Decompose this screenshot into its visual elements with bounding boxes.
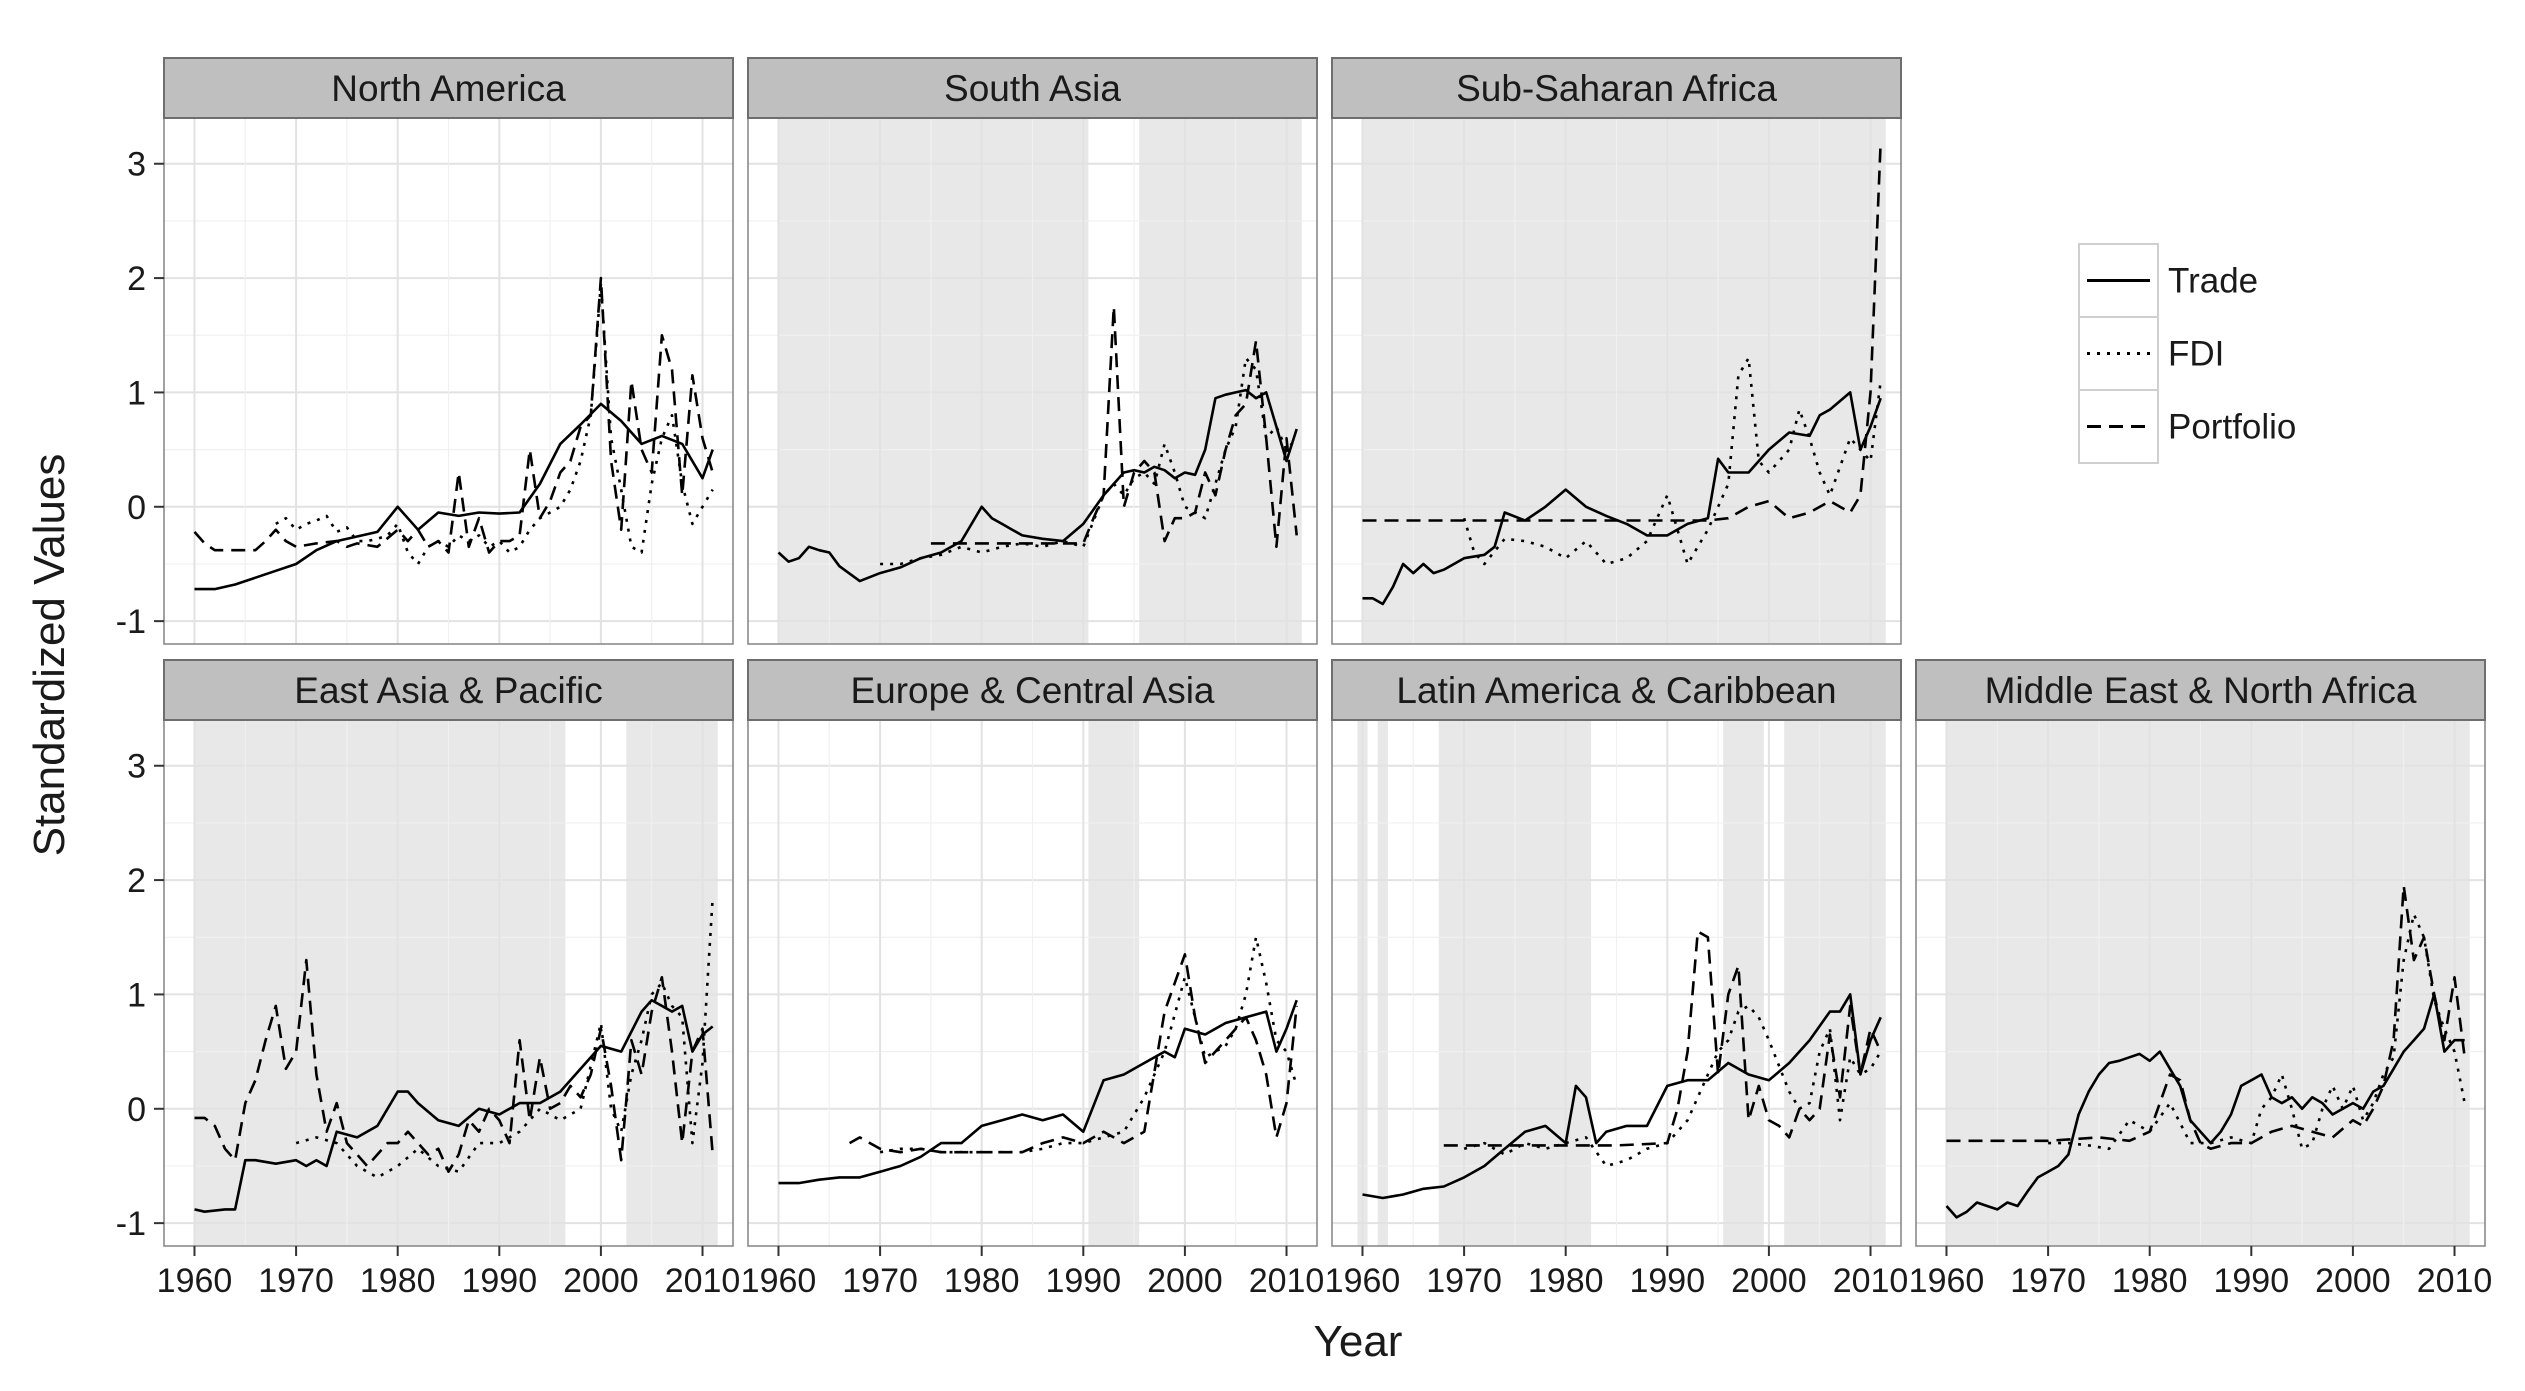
panel: East Asia & Pacific -1 0 1 2 3 1960 1970 1980 199… (116, 659, 741, 1300)
panel: Sub-Saharan Africa (1331, 57, 1902, 645)
series-line-fdi (295, 897, 714, 1179)
x-tick-label: 1980 (1528, 1262, 1604, 1300)
panel-strip (163, 659, 734, 721)
panel: Middle East & North Africa 1960 1970 1980 19… (1909, 659, 2493, 1300)
legend: Trade FDI Portfolio (2078, 243, 2296, 464)
x-tick-label: 1980 (2112, 1262, 2188, 1300)
x-tick-label: 1970 (1426, 1262, 1502, 1300)
series-line-portfolio (194, 958, 714, 1173)
legend-label: FDI (2168, 335, 2224, 374)
series-line-portfolio (930, 305, 1298, 549)
series-line-portfolio (1443, 930, 1882, 1147)
y-tick-label: 1 (127, 374, 146, 412)
series-line-portfolio (1362, 140, 1882, 522)
series-line-trade (1362, 391, 1882, 606)
y-tick-label: 2 (127, 260, 146, 298)
x-tick-label: 2000 (2315, 1262, 2391, 1300)
series-line-trade (194, 402, 714, 591)
panels: North America -1 0 1 2 3 South Asia Sub-Saharan… (116, 57, 2493, 1300)
y-tick-label: -1 (116, 603, 146, 641)
x-tick-label: 1970 (2010, 1262, 2086, 1300)
x-tick-label: 2010 (1833, 1262, 1909, 1300)
legend-label: Portfolio (2168, 408, 2296, 447)
series-line-fdi (1462, 356, 1882, 566)
series-line-portfolio (193, 276, 714, 554)
series-line-trade (778, 999, 1298, 1185)
x-tick-label: 1990 (2213, 1262, 2289, 1300)
shaded-period (626, 720, 718, 1246)
panel-title: Middle East & North Africa (1985, 670, 2417, 711)
panel: South Asia (747, 57, 1318, 645)
legend-label: Trade (2168, 262, 2258, 301)
x-axis-title: Year (1314, 1317, 1403, 1366)
x-tick-label: 2000 (563, 1262, 639, 1300)
y-axis-title: Standardized Values (25, 454, 74, 857)
series-line-fdi (2048, 913, 2466, 1151)
y-tick-label: 3 (127, 748, 146, 786)
y-tick-label: 0 (127, 489, 146, 527)
panel-title: Latin America & Caribbean (1396, 670, 1836, 711)
y-tick-label: 0 (127, 1091, 146, 1129)
x-tick-label: 1990 (461, 1262, 537, 1300)
series-line-trade (1362, 993, 1882, 1200)
panel: North America -1 0 1 2 3 (116, 57, 734, 645)
x-tick-label: 2010 (2417, 1262, 2493, 1300)
y-tick-label: 1 (127, 976, 146, 1014)
panel-title: South Asia (944, 68, 1121, 109)
x-tick-label: 1990 (1629, 1262, 1705, 1300)
panel-strip (163, 57, 734, 119)
shaded-period (1723, 720, 1764, 1246)
y-tick-label: 2 (127, 862, 146, 900)
x-tick-label: 1960 (1325, 1262, 1401, 1300)
x-tick-label: 1990 (1045, 1262, 1121, 1300)
shaded-period (1784, 720, 1886, 1246)
panel-title: North America (331, 68, 566, 109)
panel-strip (1331, 659, 1902, 721)
panel: Europe & Central Asia 1960 1970 1980 1990 200… (741, 659, 1325, 1300)
series-line-trade (1945, 993, 2465, 1219)
panel-strip (747, 57, 1318, 119)
x-tick-label: 2000 (1731, 1262, 1807, 1300)
panel-strip (1915, 659, 2486, 721)
series-line-trade (777, 388, 1298, 583)
series-line-portfolio (1946, 884, 2466, 1151)
shaded-period (1946, 720, 2470, 1246)
x-tick-label: 1980 (360, 1262, 436, 1300)
panel-title: Sub-Saharan Africa (1456, 68, 1777, 109)
x-tick-label: 1960 (1909, 1262, 1985, 1300)
x-tick-label: 1960 (741, 1262, 817, 1300)
shaded-period (1139, 118, 1302, 644)
x-tick-label: 1960 (157, 1262, 233, 1300)
shaded-period (1377, 720, 1388, 1246)
y-tick-label: 3 (127, 146, 146, 184)
y-tick-label: -1 (116, 1205, 146, 1243)
panel-strip (747, 659, 1318, 721)
panel-title: East Asia & Pacific (294, 670, 602, 711)
shaded-period (1088, 720, 1140, 1246)
series-line-portfolio (848, 953, 1298, 1154)
panel-title: Europe & Central Asia (850, 670, 1214, 711)
shaded-period (1362, 118, 1886, 644)
shaded-period (194, 720, 566, 1246)
x-tick-label: 1980 (944, 1262, 1020, 1300)
x-tick-label: 2000 (1147, 1262, 1223, 1300)
series-line-fdi (275, 282, 714, 566)
x-tick-label: 1970 (258, 1262, 334, 1300)
x-tick-label: 2010 (665, 1262, 741, 1300)
x-tick-label: 2010 (1249, 1262, 1325, 1300)
panel: Latin America & Caribbean 1960 1970 1980 199… (1325, 659, 1909, 1300)
x-tick-label: 1970 (842, 1262, 918, 1300)
panel-strip (1331, 57, 1902, 119)
shaded-period (778, 118, 1089, 644)
